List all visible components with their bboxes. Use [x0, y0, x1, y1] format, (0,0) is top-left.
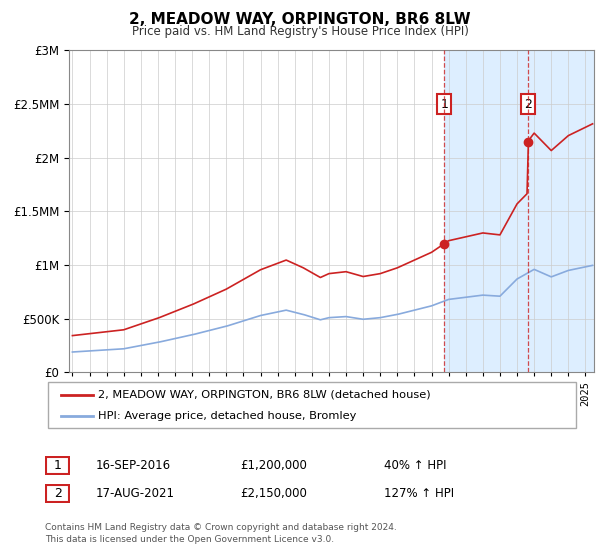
Text: 2, MEADOW WAY, ORPINGTON, BR6 8LW: 2, MEADOW WAY, ORPINGTON, BR6 8LW — [129, 12, 471, 27]
Text: 2, MEADOW WAY, ORPINGTON, BR6 8LW (detached house): 2, MEADOW WAY, ORPINGTON, BR6 8LW (detac… — [98, 390, 431, 400]
Text: £2,150,000: £2,150,000 — [240, 487, 307, 501]
FancyBboxPatch shape — [46, 485, 69, 502]
Text: 1: 1 — [53, 459, 62, 472]
Text: 40% ↑ HPI: 40% ↑ HPI — [384, 459, 446, 473]
Text: 2: 2 — [53, 487, 62, 500]
Text: 127% ↑ HPI: 127% ↑ HPI — [384, 487, 454, 501]
Bar — [445, 50, 594, 372]
Text: Contains HM Land Registry data © Crown copyright and database right 2024.
This d: Contains HM Land Registry data © Crown c… — [45, 523, 397, 544]
Text: HPI: Average price, detached house, Bromley: HPI: Average price, detached house, Brom… — [98, 411, 356, 421]
Text: 16-SEP-2016: 16-SEP-2016 — [96, 459, 171, 473]
FancyBboxPatch shape — [46, 457, 69, 474]
FancyBboxPatch shape — [48, 382, 576, 428]
Text: 2: 2 — [524, 97, 532, 110]
Text: 17-AUG-2021: 17-AUG-2021 — [96, 487, 175, 501]
Text: Price paid vs. HM Land Registry's House Price Index (HPI): Price paid vs. HM Land Registry's House … — [131, 25, 469, 38]
Text: 1: 1 — [440, 97, 448, 110]
Text: £1,200,000: £1,200,000 — [240, 459, 307, 473]
